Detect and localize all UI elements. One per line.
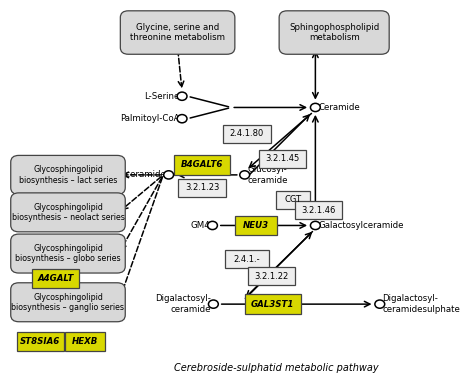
FancyBboxPatch shape bbox=[11, 155, 125, 194]
FancyBboxPatch shape bbox=[245, 294, 301, 314]
FancyBboxPatch shape bbox=[17, 332, 64, 351]
Circle shape bbox=[177, 92, 187, 100]
FancyBboxPatch shape bbox=[248, 267, 295, 285]
FancyBboxPatch shape bbox=[295, 202, 342, 220]
Text: HEXB: HEXB bbox=[72, 337, 98, 346]
Circle shape bbox=[310, 221, 320, 230]
Text: 3.2.1.22: 3.2.1.22 bbox=[255, 271, 289, 280]
FancyBboxPatch shape bbox=[11, 193, 125, 232]
Text: GM4: GM4 bbox=[191, 221, 210, 230]
Text: 3.2.1.46: 3.2.1.46 bbox=[301, 206, 336, 215]
Text: Glycine, serine and
threonine metabolism: Glycine, serine and threonine metabolism bbox=[130, 23, 225, 42]
FancyBboxPatch shape bbox=[11, 234, 125, 273]
Text: A4GALT: A4GALT bbox=[37, 274, 73, 283]
FancyBboxPatch shape bbox=[276, 191, 310, 209]
Text: Ceramide: Ceramide bbox=[319, 103, 360, 112]
FancyBboxPatch shape bbox=[179, 179, 226, 197]
Text: Galactosylceramide: Galactosylceramide bbox=[319, 221, 404, 230]
Text: L-Serine: L-Serine bbox=[145, 92, 180, 101]
Text: 2.4.1.80: 2.4.1.80 bbox=[230, 129, 264, 138]
Text: 3.2.1.23: 3.2.1.23 bbox=[185, 183, 219, 193]
Text: 2.4.1.-: 2.4.1.- bbox=[234, 255, 260, 264]
FancyBboxPatch shape bbox=[32, 269, 79, 288]
Text: Glycosphingolipid
biosynthesis – neolact series: Glycosphingolipid biosynthesis – neolact… bbox=[11, 203, 125, 222]
Text: CGT: CGT bbox=[284, 196, 301, 205]
Circle shape bbox=[164, 171, 173, 179]
FancyBboxPatch shape bbox=[65, 332, 105, 351]
FancyBboxPatch shape bbox=[174, 155, 230, 174]
FancyBboxPatch shape bbox=[259, 150, 306, 168]
Text: 3.2.1.45: 3.2.1.45 bbox=[265, 154, 300, 163]
Text: Digalactosyl-
ceramide: Digalactosyl- ceramide bbox=[155, 294, 211, 314]
Text: B4GALT6: B4GALT6 bbox=[181, 160, 223, 169]
FancyBboxPatch shape bbox=[235, 216, 277, 235]
FancyBboxPatch shape bbox=[225, 250, 269, 268]
Text: Glucosyl-
ceramide: Glucosyl- ceramide bbox=[248, 165, 288, 185]
Circle shape bbox=[240, 171, 250, 179]
Text: Cerebroside-sulphatid metabolic pathway: Cerebroside-sulphatid metabolic pathway bbox=[173, 364, 378, 373]
Text: Lactosylceramide: Lactosylceramide bbox=[91, 170, 166, 179]
FancyBboxPatch shape bbox=[279, 11, 389, 54]
Circle shape bbox=[310, 103, 320, 112]
Text: Glycosphingolipid
biosynthesis – globo series: Glycosphingolipid biosynthesis – globo s… bbox=[15, 244, 121, 263]
FancyBboxPatch shape bbox=[11, 283, 125, 322]
Circle shape bbox=[177, 115, 187, 123]
Text: Palmitoyl-CoA: Palmitoyl-CoA bbox=[120, 114, 180, 123]
FancyBboxPatch shape bbox=[223, 125, 271, 143]
Circle shape bbox=[375, 300, 385, 308]
Text: NEU3: NEU3 bbox=[243, 221, 269, 230]
Text: Digalactosyl-
ceramidesulphate: Digalactosyl- ceramidesulphate bbox=[383, 294, 460, 314]
Text: Glycosphingolipid
biosynthesis – lact series: Glycosphingolipid biosynthesis – lact se… bbox=[19, 165, 117, 185]
Text: Sphingophospholipid
metabolism: Sphingophospholipid metabolism bbox=[289, 23, 379, 42]
FancyBboxPatch shape bbox=[120, 11, 235, 54]
Text: GAL3ST1: GAL3ST1 bbox=[251, 300, 294, 309]
Circle shape bbox=[209, 300, 219, 308]
Text: ST8SIA6: ST8SIA6 bbox=[20, 337, 60, 346]
Text: Glycosphingolipid
biosynthesis – ganglio series: Glycosphingolipid biosynthesis – ganglio… bbox=[11, 293, 125, 312]
Circle shape bbox=[208, 221, 218, 230]
